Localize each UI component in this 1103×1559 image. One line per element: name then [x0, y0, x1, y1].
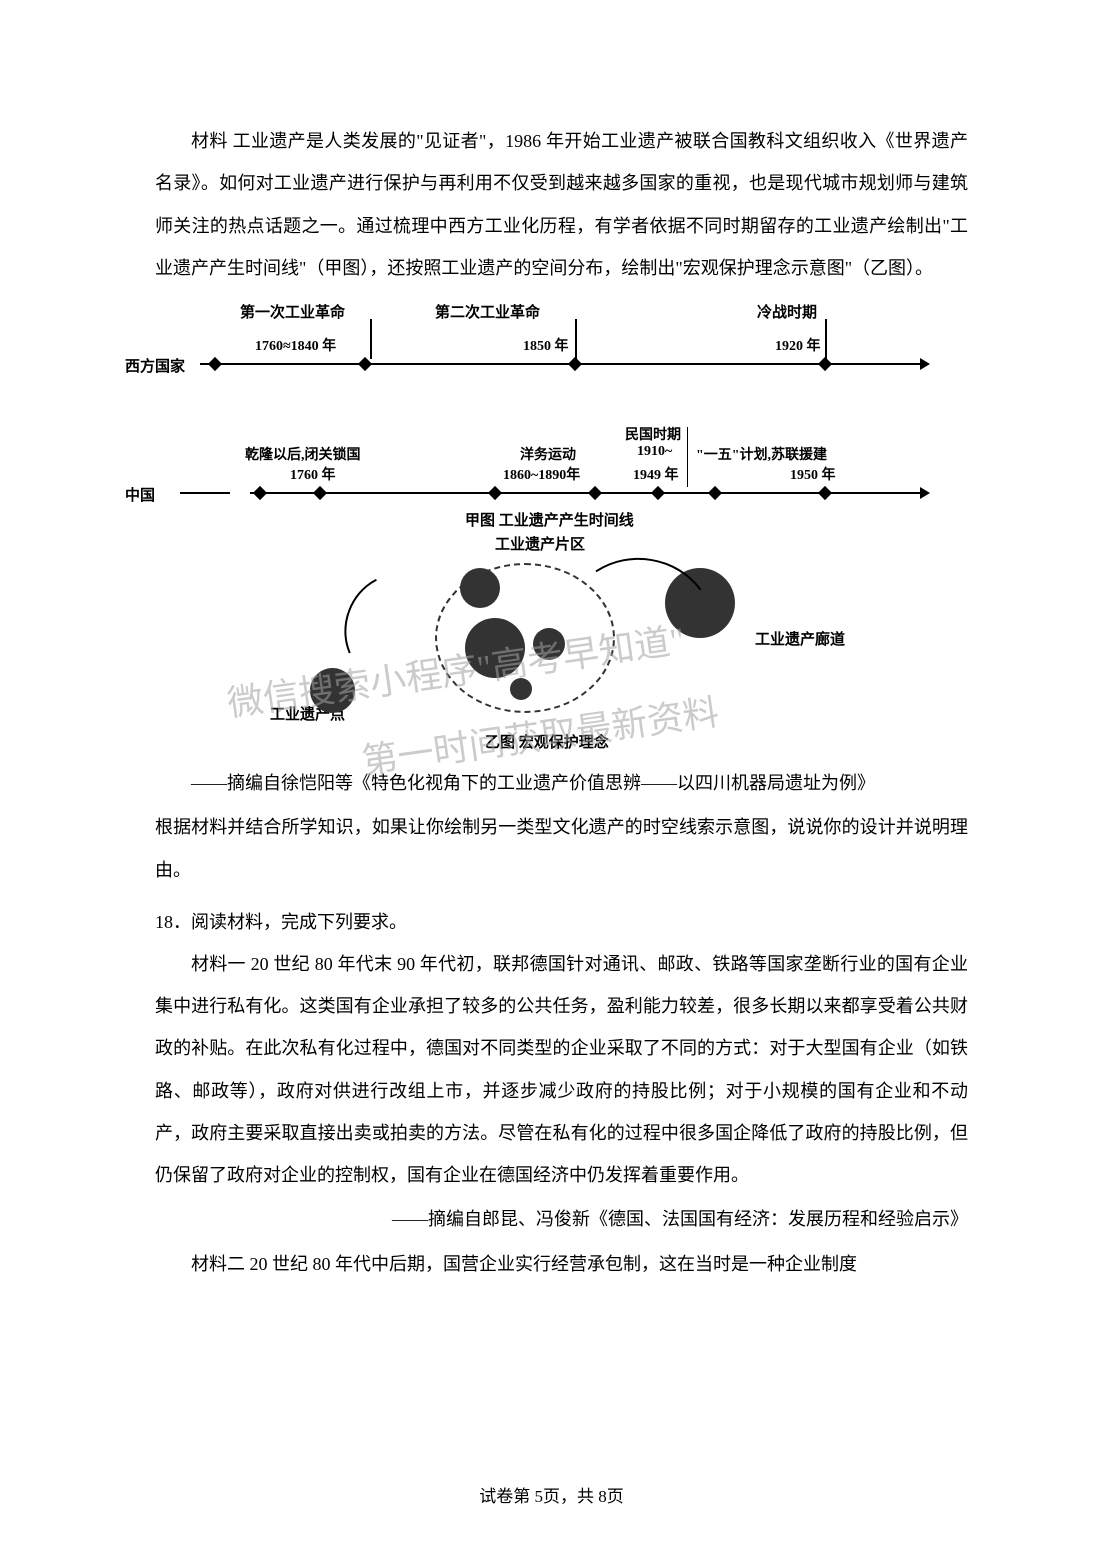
caption-yi: 乙图 宏观保护理念	[485, 731, 609, 752]
label-rev1: 第一次工业革命	[240, 301, 345, 322]
label-rev2-date: 1850 年	[523, 335, 569, 355]
label-rev1-date: 1760≈1840 年	[255, 335, 336, 355]
sep	[687, 427, 688, 487]
label-yangwu2: 1860~1890年	[503, 464, 580, 484]
diamond	[818, 486, 832, 500]
document-page: 材料 工业遗产是人类发展的"见证者"，1986 年开始工业遗产被联合国教科文组织…	[0, 0, 1103, 1347]
diamond	[818, 357, 832, 371]
tick	[825, 319, 827, 359]
label-zone: 工业遗产片区	[495, 533, 585, 554]
page-footer: 试卷第 5页，共 8页	[0, 1482, 1103, 1507]
question-18-head: 18．阅读材料，完成下列要求。	[155, 903, 968, 943]
timeline-figure: 西方国家 第一次工业革命 1760≈1840 年 第二次工业革命 1850 年 …	[155, 299, 968, 529]
label-qianlong1: 乾隆以后,闭关锁国	[245, 444, 361, 464]
paragraph-material: 材料 工业遗产是人类发展的"见证者"，1986 年开始工业遗产被联合国教科文组织…	[155, 120, 968, 289]
label-rev2: 第二次工业革命	[435, 301, 540, 322]
circle-point	[310, 668, 355, 713]
label-coldwar-date: 1920 年	[775, 335, 821, 355]
circle-node	[460, 568, 500, 608]
circle-node	[533, 628, 565, 660]
label-minguo2: 1910~	[637, 444, 672, 460]
diamond	[588, 486, 602, 500]
tick	[370, 319, 372, 359]
label-corridor: 工业遗产廊道	[755, 628, 845, 649]
label-qianlong2: 1760 年	[290, 464, 336, 484]
diamond	[708, 486, 722, 500]
china-arrowhead	[920, 487, 930, 499]
diamond	[358, 357, 372, 371]
china-timeline-seg	[180, 492, 230, 494]
diamond	[253, 486, 267, 500]
caption-jia: 甲图 工业遗产产生时间线	[465, 509, 634, 530]
diamond	[488, 486, 502, 500]
circle-node	[465, 618, 525, 678]
paragraph-source2: ——摘编自郎昆、冯俊新《德国、法国国有经济：发展历程和经验启示》	[155, 1198, 968, 1240]
label-west: 西方国家	[125, 355, 185, 376]
label-minguo3: 1949 年	[633, 464, 679, 484]
paragraph-instruction: 根据材料并结合所学知识，如果让你绘制另一类型文化遗产的时空线索示意图，说说你的设…	[155, 806, 968, 891]
label-coldwar: 冷战时期	[757, 301, 817, 322]
label-yangwu1: 洋务运动	[520, 444, 576, 464]
west-arrowhead	[920, 358, 930, 370]
diamond	[208, 357, 222, 371]
label-wunian2: 1950 年	[790, 464, 836, 484]
paragraph-source1: ——摘编自徐恺阳等《特色化视角下的工业遗产价值思辨——以四川机器局遗址为例》	[155, 762, 968, 804]
label-minguo1: 民国时期	[625, 424, 681, 444]
diamond	[651, 486, 665, 500]
tick	[575, 319, 577, 359]
diamond	[313, 486, 327, 500]
label-china: 中国	[125, 484, 155, 505]
label-wunian1: "一五"计划,苏联援建	[696, 444, 827, 464]
paragraph-material1: 材料一 20 世纪 80 年代末 90 年代初，联邦德国针对通讯、邮政、铁路等国…	[155, 943, 968, 1197]
diagram-figure: 工业遗产片区 工业遗产廊道 工业遗产点 乙图 宏观保护理念 微信搜索小程序"高考…	[155, 533, 968, 758]
paragraph-material2: 材料二 20 世纪 80 年代中后期，国营企业实行经营承包制，这在当时是一种企业…	[155, 1243, 968, 1285]
west-timeline	[200, 363, 920, 365]
diamond	[568, 357, 582, 371]
